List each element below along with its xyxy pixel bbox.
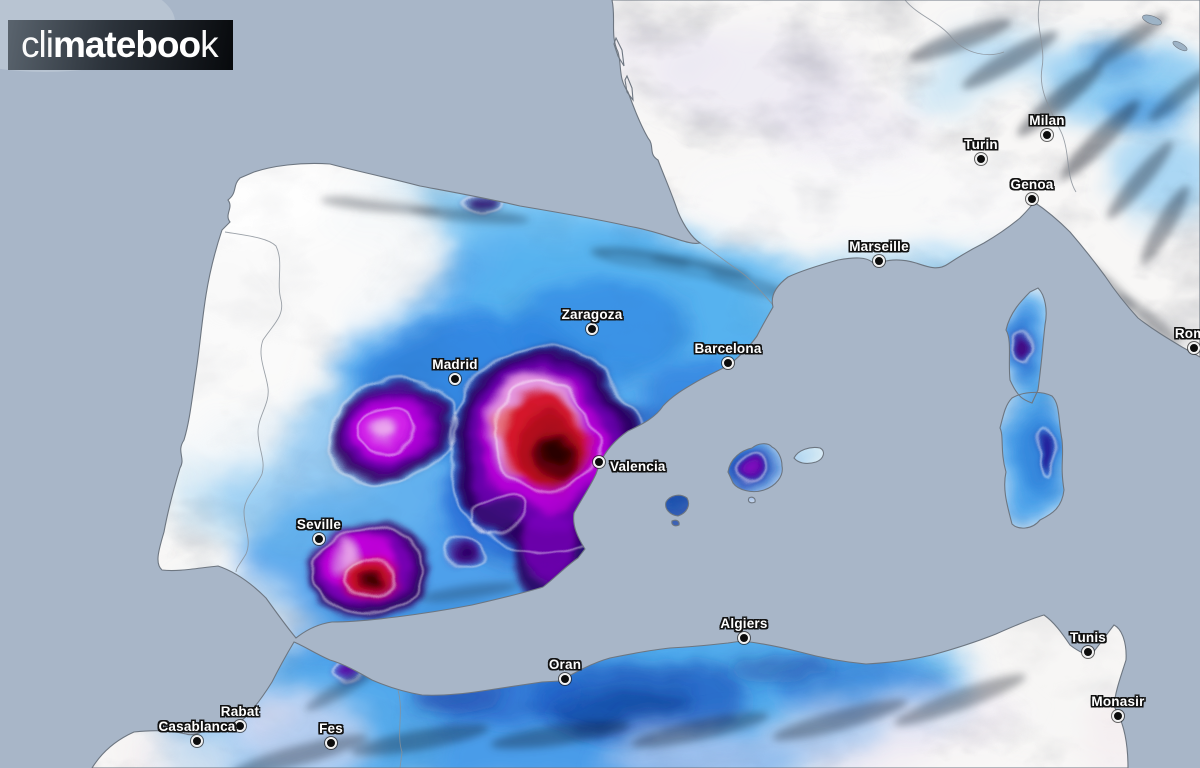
- logo-text-bold: mateboo: [52, 24, 201, 65]
- lakes: [1142, 14, 1188, 52]
- logo-text-light-2: k: [200, 24, 218, 65]
- logo-text-light: cli: [21, 24, 54, 65]
- climatebook-logo: cli mateboo k: [8, 20, 233, 70]
- country-borders: [224, 0, 1077, 768]
